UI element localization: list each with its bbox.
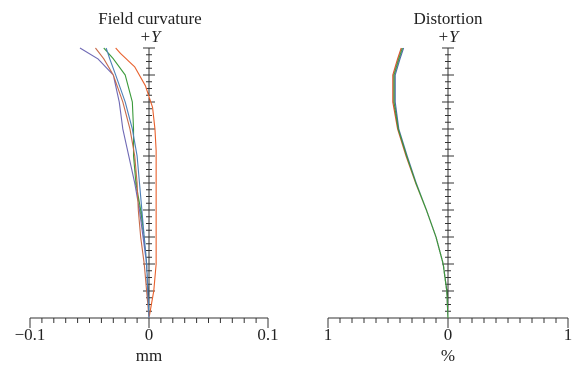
distortion-series-3-line (393, 47, 449, 319)
field-curvature-series-1-line (115, 47, 157, 319)
field-curvature-y-label: +Y (140, 27, 162, 46)
field-curvature-series-4-line (95, 47, 150, 319)
distortion-series-1-line (392, 47, 449, 319)
field-curvature-panel: Field curvature +Y −0.1 0 0.1 mm (15, 9, 279, 365)
distortion-xtick-left: 1 (324, 325, 333, 344)
field-curvature-series (79, 47, 157, 319)
distortion-xtick-center: 0 (444, 325, 453, 344)
field-curvature-series-2-line (103, 47, 150, 319)
field-curvature-xtick-right: 0.1 (257, 325, 278, 344)
distortion-panel: Distortion +Y 1 0 1 % (324, 9, 572, 365)
field-curvature-axes (29, 47, 269, 328)
distortion-series-2-line (394, 47, 449, 319)
distortion-y-label: +Y (438, 27, 460, 46)
field-curvature-x-axis-label: mm (136, 346, 162, 365)
field-curvature-series-3-line (79, 47, 150, 319)
distortion-xtick-right: 1 (564, 325, 572, 344)
distortion-title: Distortion (414, 9, 483, 28)
field-curvature-xtick-left: −0.1 (15, 325, 46, 344)
distortion-axes (327, 47, 569, 328)
field-curvature-series-5-line (105, 47, 150, 319)
distortion-x-axis-label: % (441, 346, 455, 365)
distortion-series (392, 47, 449, 319)
field-curvature-title: Field curvature (98, 9, 201, 28)
field-curvature-xtick-center: 0 (145, 325, 154, 344)
